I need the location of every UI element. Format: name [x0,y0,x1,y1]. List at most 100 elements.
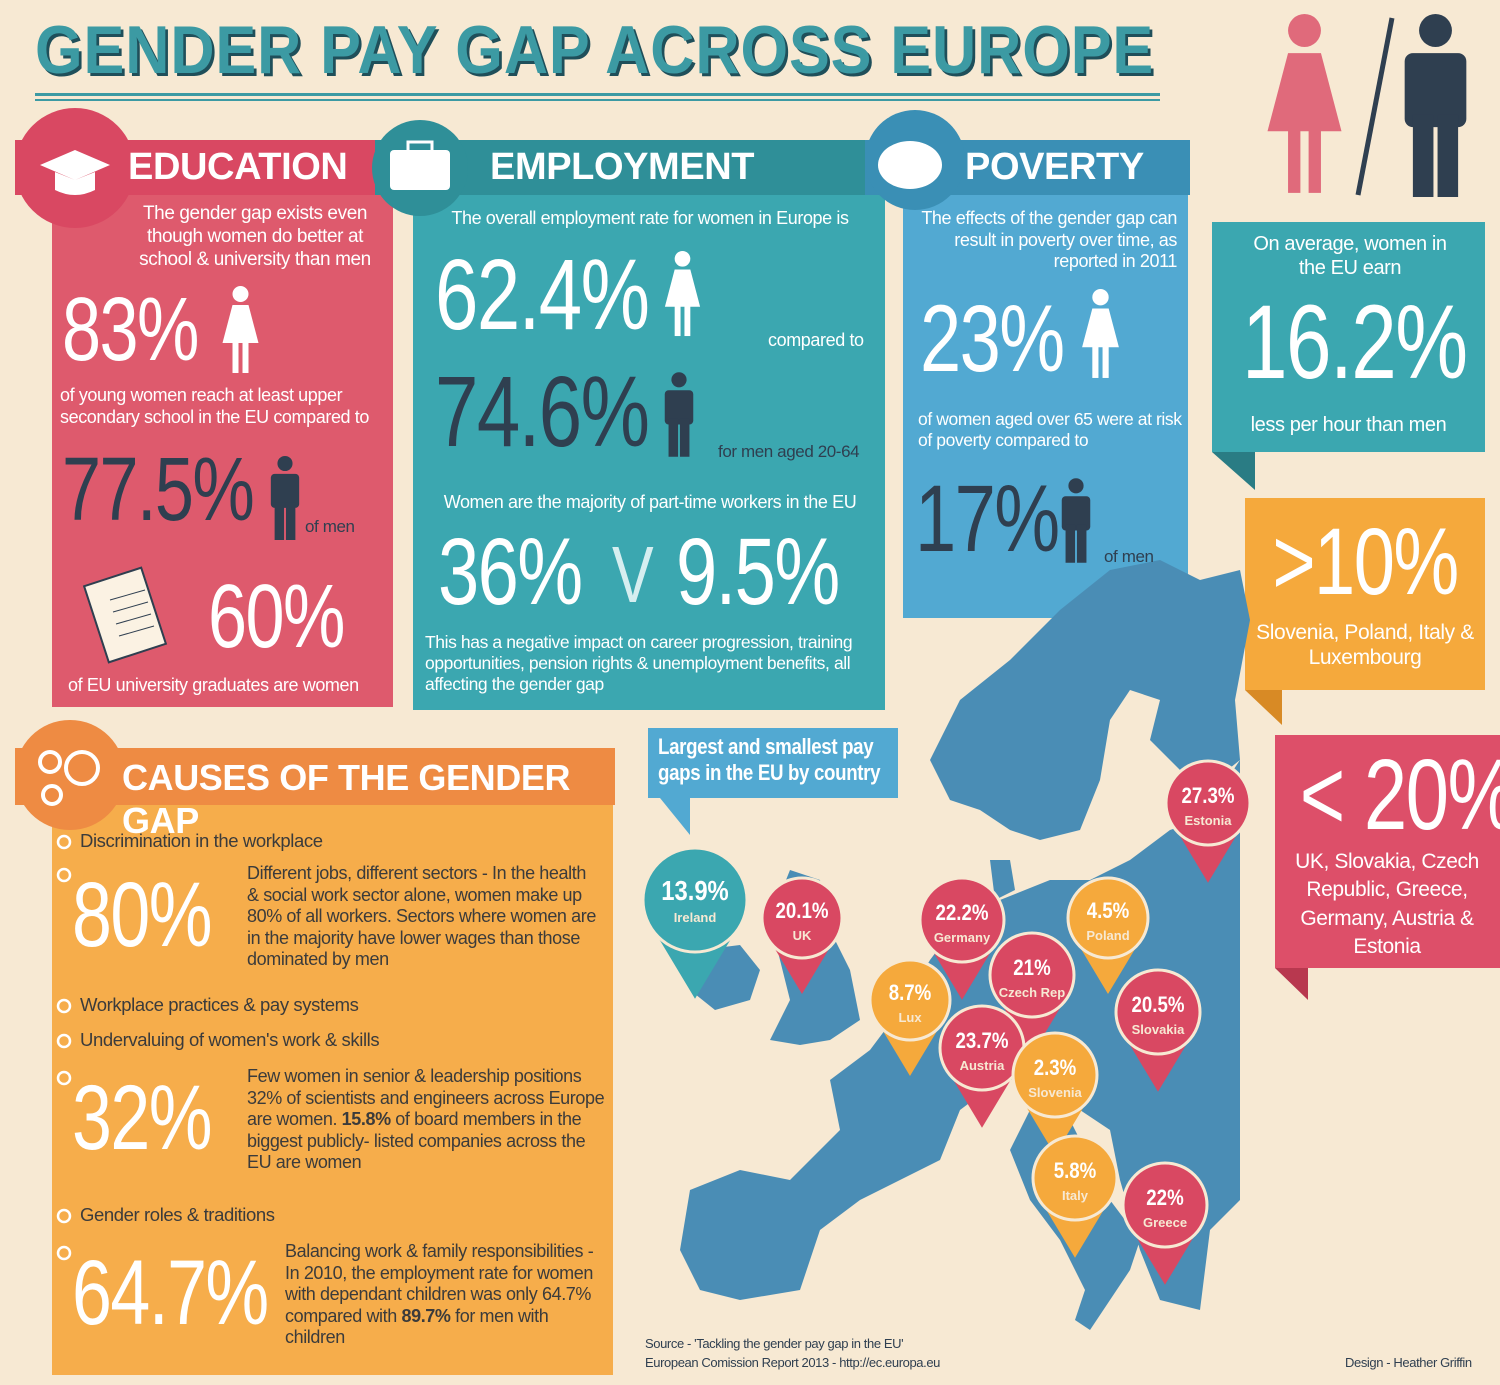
stat: 9.5% [676,519,840,625]
causes-panel [52,805,613,1375]
map-pin [1001,1004,1063,1055]
section-heading: EDUCATION [128,146,348,188]
fold [1245,690,1282,725]
pin-value: 23.7% [955,1030,1008,1054]
cause-text: Workplace practices & pay systems [80,994,359,1015]
map-pin-head [1031,1134,1119,1222]
pin-country: UK [793,928,812,943]
map-pin [1079,946,1137,994]
stat: 62.4% [435,239,650,351]
pin-country: Lux [898,1010,922,1025]
gears-icon [38,750,100,806]
stat-text: of men [305,517,355,536]
cause-stat: 64.7% [72,1242,269,1344]
pin-country: Austria [960,1058,1006,1073]
map-pin [1134,1234,1196,1285]
stat-text: of women aged over 65 were at risk of po… [918,409,1182,450]
cause-text-part: for men with children [285,1305,549,1348]
threshold-value: < 20% [1299,739,1500,851]
map-pin-head [918,876,1006,964]
cause-text: Different jobs, different sectors - In t… [247,863,596,970]
stat-text: compared to [768,330,864,350]
cause-text: Undervaluing of women's work & skills [80,1029,380,1050]
education-intro: The gender gap exists even though women … [139,203,371,270]
stat: 17% [915,466,1060,572]
stat-text: Women are the majority of part-time work… [443,492,857,512]
title-rule [35,99,1160,101]
pin-country: Estonia [1185,813,1233,828]
map-pin-head [1121,1161,1209,1249]
briefcase-handle [406,140,434,154]
map-pin [773,946,831,994]
fold [1275,968,1308,1000]
woman-figure [1267,14,1342,193]
cause-text: Discrimination in the workplace [80,830,323,851]
pin-country: Czech Rep [999,985,1066,1000]
average-outro: less per hour than men [1250,414,1447,436]
title-rule [35,93,1160,96]
poverty-intro: The effects of the gender gap can result… [921,208,1177,272]
map-pin-head [988,931,1076,1019]
map-pin-head [868,958,952,1042]
threshold-countries: UK, Slovakia, Czech Republic, Greece, Ge… [1295,850,1479,959]
source: European Comission Report 2013 - http://… [645,1355,941,1370]
cause-text-part: Few women in senior & leadership positio… [247,1066,605,1130]
bullet-gear [56,867,72,883]
average-intro: On average, women in the EU earn [1253,233,1447,279]
pin-country: Poland [1086,928,1129,943]
map-pin-head [1011,1031,1099,1119]
map-pin-head [641,846,749,954]
employment-intro: The overall employment rate for women in… [451,208,849,228]
stat-text: of young women reach at least upper seco… [60,385,369,427]
bullet-gear [56,834,72,850]
map-pin-head [760,876,844,960]
piggy-icon [878,141,942,189]
fold [1212,452,1255,490]
cause-text-bold: 15.8% [341,1109,391,1130]
briefcase-icon [390,150,450,190]
pin-country: Slovakia [1132,1022,1186,1037]
map-pin [931,949,993,1000]
slash [1355,17,1395,196]
above-20-panel [1275,735,1500,968]
stat: 36% [438,519,583,625]
map-pin [657,936,733,999]
stat: 23% [920,286,1065,392]
bullet-gear [56,1033,72,1049]
stat: 74.6% [435,356,650,468]
poverty-panel [903,195,1188,618]
map-pins: 27.3% Estonia 13.9% Ireland 20.1% UK 22.2% Germ… [641,759,1252,1285]
average-panel [1212,222,1485,452]
threshold-value: >10% [1272,509,1459,615]
map-pin [1024,1104,1086,1155]
cause-text-part: Balancing work & family responsibilities… [285,1241,594,1326]
map-title: Largest and smallest pay gaps in the EU … [658,734,881,786]
pin-value: 5.8% [1054,1160,1097,1184]
cause-text: Gender roles & traditions [80,1204,275,1225]
stat-text: This has a negative impact on career pro… [425,632,853,694]
pin-country: Italy [1062,1188,1089,1203]
pin-value: 20.5% [1131,994,1184,1018]
credit: Design - Heather Griffin [1345,1355,1472,1370]
source: Source - 'Tackling the gender pay gap in… [645,1336,904,1351]
stat-text: of men [1104,547,1154,566]
employment-panel [413,195,885,710]
map-pin [1044,1207,1106,1258]
map-label-box [648,728,898,798]
cause-stat: 32% [72,1067,213,1169]
cause-text-part: of board members in the biggest publicly… [247,1109,586,1173]
causes-icon-bg [15,720,125,830]
map-label-tail [660,798,690,835]
stat: 83% [62,280,199,380]
versus: V [612,530,654,619]
pin-value: 13.9% [661,874,728,906]
man-figure [1404,14,1467,197]
threshold-countries: Slovenia, Poland, Italy & Luxembourg [1256,621,1474,670]
bullet-gear [56,1070,72,1086]
pin-value: 22% [1146,1187,1183,1211]
stat-text: for men aged 20-64 [718,442,860,461]
pin-value: 2.3% [1034,1057,1077,1081]
pin-value: 27.3% [1181,785,1234,809]
stat: 77.5% [62,440,255,540]
